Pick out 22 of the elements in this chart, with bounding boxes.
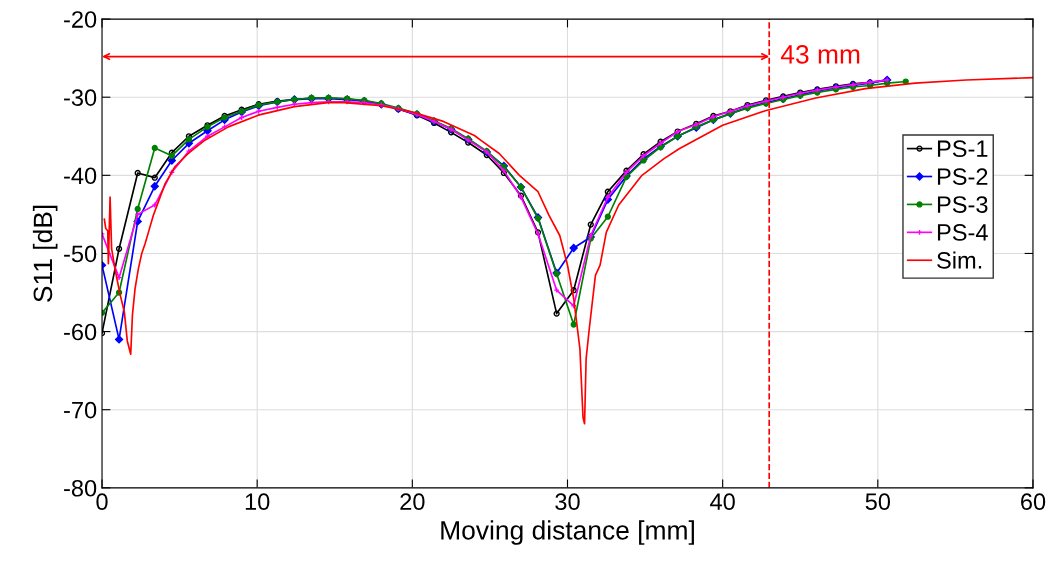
legend-label: PS-1 <box>937 140 988 158</box>
x-tick-label: 10 <box>245 493 270 511</box>
y-tick-label: -30 <box>64 89 97 106</box>
x-tick-label: 60 <box>1021 493 1046 511</box>
y-tick-label: -20 <box>64 11 97 28</box>
annotation: 43 mm <box>780 44 860 64</box>
x-tick-label: 40 <box>710 493 735 511</box>
x-axis-title: Moving distance [mm] <box>441 520 694 545</box>
y-tick-label: -60 <box>64 323 97 341</box>
y-axis-title: S11 [dB] <box>32 205 58 302</box>
x-tick-label: 20 <box>400 493 425 511</box>
legend-label: PS-3 <box>937 196 988 213</box>
x-tick-label: 0 <box>96 493 108 511</box>
y-tick-label: -50 <box>64 245 97 263</box>
legend-label: PS-2 <box>937 168 988 185</box>
y-tick-label: -40 <box>64 167 97 185</box>
legend-label: PS-4 <box>937 224 988 241</box>
legend-label: Sim. <box>937 251 982 269</box>
x-tick-label: 50 <box>865 493 891 511</box>
y-tick-label: -70 <box>64 401 97 419</box>
y-tick-label: -80 <box>64 479 97 497</box>
x-tick-label: 30 <box>555 493 580 511</box>
